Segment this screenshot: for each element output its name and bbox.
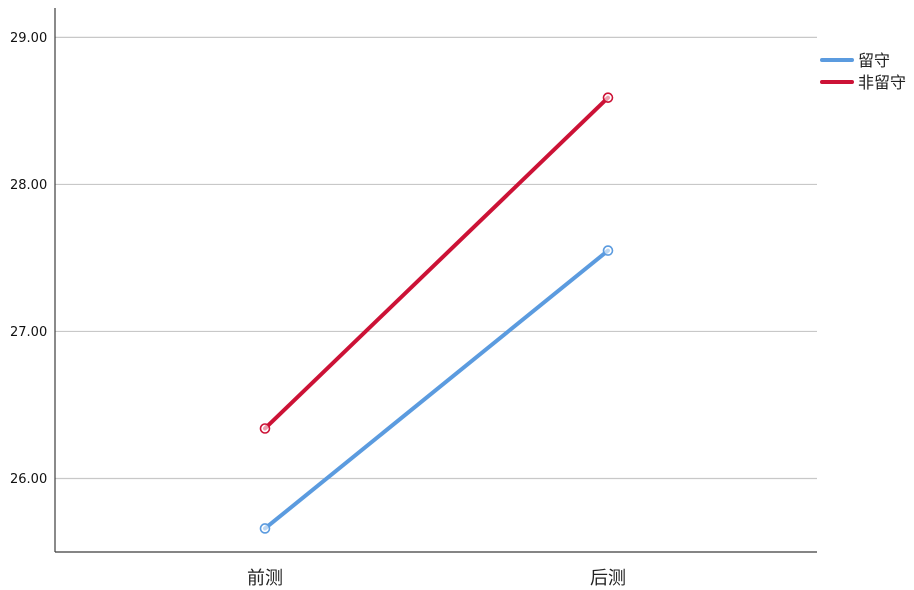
y-tick-labels: 26.00 27.00 28.00 29.00	[10, 31, 47, 487]
series-line-0	[263, 248, 610, 531]
axes	[54, 8, 817, 553]
x-tick-label-1: 后测	[590, 568, 626, 589]
data-point-1-0	[259, 423, 271, 434]
gridlines	[55, 36, 817, 480]
y-tick-label-3: 29.00	[10, 31, 47, 46]
data-point-1-1	[602, 92, 614, 103]
series-line-1	[263, 95, 610, 431]
data-point-0-0	[259, 523, 271, 534]
y-tick-label-0: 26.00	[10, 472, 47, 487]
y-tick-label-1: 27.00	[10, 325, 47, 340]
series-lines	[259, 92, 614, 534]
legend-label-1: 非留守	[858, 73, 906, 92]
data-point-0-1	[602, 245, 614, 256]
x-tick-labels: 前测 后测	[247, 568, 626, 589]
legend-label-0: 留守	[858, 51, 890, 70]
y-tick-label-2: 28.00	[10, 178, 47, 193]
x-tick-label-0: 前测	[247, 568, 283, 589]
